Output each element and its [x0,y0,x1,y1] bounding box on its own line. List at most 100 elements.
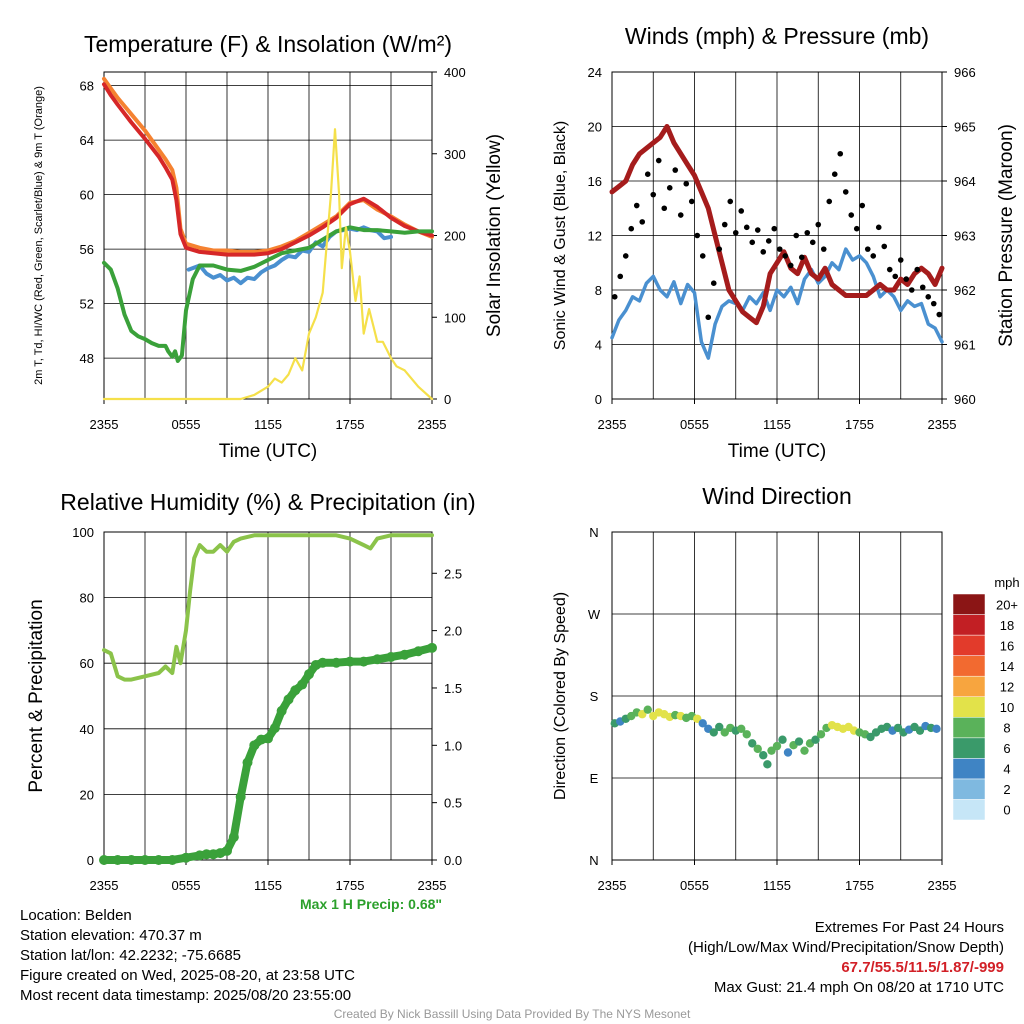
gust-point [798,254,805,261]
direction-point [715,722,724,732]
gust-point [727,198,734,205]
colorbar-swatch [952,696,986,718]
x-tick-label: 1155 [763,417,791,432]
y-axis-label-left: 2m T, Td, HI/WC (Red, Green, Scarlet/Blu… [33,86,45,385]
y-tick-label-right: 100 [444,310,466,325]
direction-point [800,746,809,755]
x-axis-label: Time (UTC) [728,441,827,462]
extremes-values: 67.7/55.5/11.5/1.87/-999 [841,959,1004,976]
precip-point [304,669,314,680]
x-tick-label: 2355 [418,878,447,893]
y-axis-label-right: Solar Insolation (Yellow) [484,134,505,337]
gust-point [864,246,871,252]
gust-point [914,266,921,273]
gust-point [683,180,690,187]
gust-point [650,191,657,198]
gust-point [743,224,750,231]
x-axis-label: Time (UTC) [219,441,318,462]
precip-point [235,791,246,802]
gust-point [688,198,695,205]
precip-point [112,855,123,865]
gust-point [837,150,844,157]
humidity-panel: 2355 0555 1155 1755 2355 Relative Humidity (%… [26,489,476,893]
direction-point [794,737,804,746]
direction-point [772,741,782,751]
x-tick-label: 1755 [336,417,365,432]
precip-point [228,832,239,843]
precip-point [181,852,191,863]
station-info: Location: Belden Station elevation: 470.… [20,906,355,1006]
gust-point [793,232,800,239]
colorbar-swatch [952,778,986,800]
colorbar-swatch [952,799,986,821]
gust-point [831,171,838,177]
gust-point [666,185,673,191]
direction-point [783,748,793,757]
y-tick-label-left: 4 [595,338,602,353]
y-tick-label-left: 0 [87,853,94,868]
precip-point [99,855,109,865]
gust-point [732,229,739,236]
direction-tick-label: W [588,607,601,622]
latlon-text: Station lat/lon: 42.2232; -75.6685 [20,947,242,964]
y-tick-label-left: 64 [80,133,94,148]
x-tick-label: 0555 [680,878,709,893]
y-tick-label-left: 80 [80,591,94,606]
direction-point [759,751,768,760]
y-axis-label-left: Sonic Wind & Gust (Blue, Black) [552,121,569,350]
panel-title: Relative Humidity (%) & Precipitation (i… [60,489,475,515]
y-axis-label-left: Direction (Colored By Speed) [552,592,569,800]
direction-point [932,724,941,733]
precip-point [126,855,137,865]
y-tick-label-right: 966 [954,65,976,80]
colorbar-swatch [952,655,986,677]
gust-point [633,202,640,209]
y-tick-label-right: 964 [954,174,976,189]
gust-point [765,238,772,244]
gust-point [908,287,915,293]
direction-tick-label: S [590,689,599,704]
gust-point [677,212,684,218]
rh-line [102,533,434,682]
direction-point [709,728,718,737]
gust-point [721,221,728,228]
y-tick-label-left: 20 [588,120,602,135]
y-tick-label-right: 1.0 [444,738,462,753]
y-tick-label-left: 56 [80,242,94,257]
series-line [609,124,945,326]
gust-point [925,294,932,300]
gust-point [804,229,811,236]
colorbar-swatch [952,758,986,780]
y-tick-label-left: 20 [80,787,94,802]
winds-panel: 2355 0555 1155 1755 2355 Winds (mph) & Pressu… [552,23,1017,462]
y-tick-label-left: 0 [595,392,602,407]
y-axis-label-left: Percent & Precipitation [26,599,47,792]
x-tick-label: 0555 [172,417,201,432]
gust-point [820,246,827,252]
panel-title: Wind Direction [702,483,852,509]
y-tick-label-left: 60 [80,188,94,203]
gust-point [848,212,855,218]
precip-point [358,656,369,667]
y-tick-label-right: 0 [444,392,451,407]
precip-point [263,733,273,744]
colorbar-swatch [952,634,986,656]
colorbar-swatch [952,675,986,697]
gust-point [639,219,646,225]
gust-point [815,221,822,228]
gust-point [936,311,943,318]
x-tick-label: 2355 [598,417,627,432]
precip-point [345,656,355,667]
precip-point [290,685,301,696]
max-precip-label: Max 1 H Precip: 0.68" [300,896,443,912]
precip-point [297,679,308,690]
precip-point [269,723,280,734]
direction-point [748,739,757,748]
y-tick-label-left: 8 [595,283,602,298]
series-line [102,128,434,401]
precip-point [386,652,396,663]
y-tick-label-right: 962 [954,283,976,298]
colorbar-label: 2 [1003,782,1010,797]
panel-title: Temperature (F) & Insolation (W/m²) [84,31,452,57]
extremes-title: Extremes For Past 24 Hours [814,919,1004,936]
